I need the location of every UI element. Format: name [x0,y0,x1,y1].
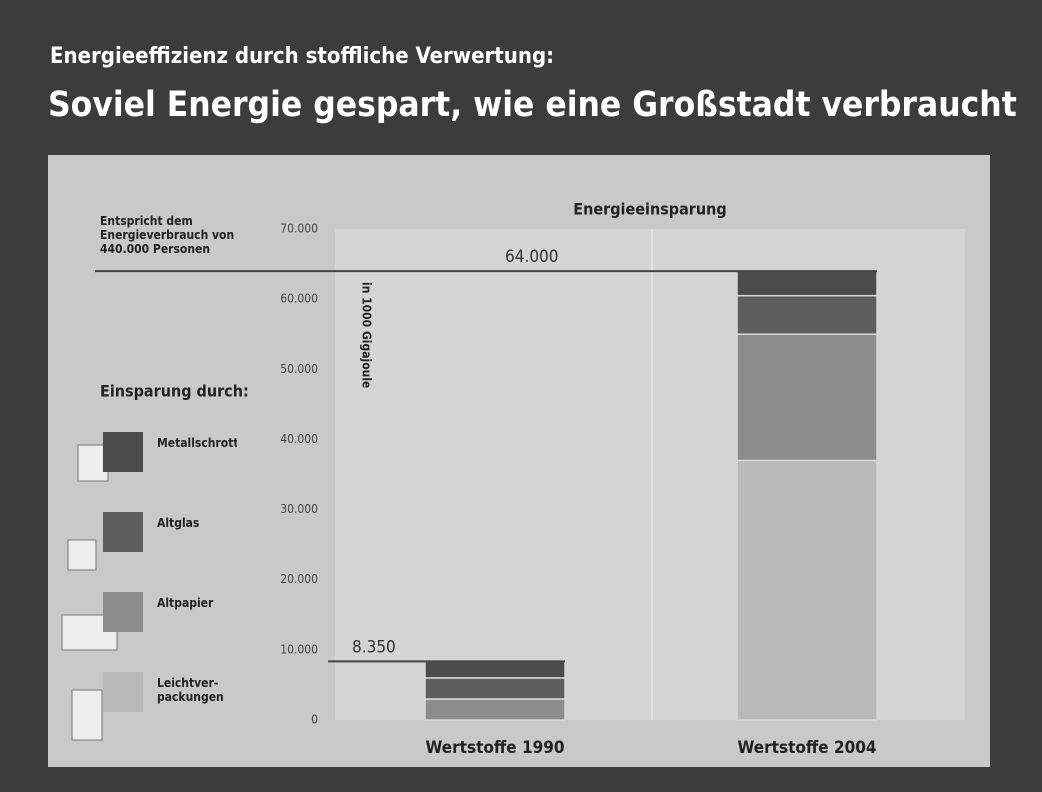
supertitle: Energieeffizienz durch stoffliche Verwer… [50,44,554,69]
legend-swatch [103,592,143,632]
bar-segment [736,333,878,462]
legend-swatch [103,432,143,472]
bar-segment [424,698,566,721]
bar-segment [736,294,878,335]
legend-label: Leichtver-packungen [157,676,224,704]
y-tick-label: 30.000 [280,502,318,516]
bar-segment [424,660,566,679]
bar-segment [736,270,878,297]
x-tick-label: Wertstoffe 1990 [425,738,564,758]
x-tick-label: Wertstoffe 2004 [737,738,876,758]
y-tick-label: 0 [311,713,318,727]
legend-title: Einsparung durch: [100,382,249,401]
y-tick-label: 10.000 [280,642,318,656]
total-label: 8.350 [352,637,396,657]
total-label: 64.000 [505,247,559,267]
legend-label-box: Altglas [157,516,200,530]
legend-label-box: Metallschrott [157,436,237,450]
y-tick-label: 60.000 [280,292,318,306]
annotation-box: Entspricht dem Energieverbrauch von 440.… [100,214,235,256]
bar-segment [424,677,566,700]
chart-title: Soviel Energie gespart, wie eine Großsta… [48,85,1017,125]
legend-label: Altglas [157,516,200,530]
legend-label-box: Leichtver-packungen [157,676,224,704]
legend-label-box: Altpapier [157,596,214,610]
subtitle: Energieeinsparung [573,200,726,219]
legend-swatch [103,672,143,712]
y-axis-label: in 1000 Gigajoule [360,282,374,388]
y-tick-label: 50.000 [280,362,318,376]
legend-label: Altpapier [157,596,214,610]
y-tick-label: 70.000 [280,222,318,236]
bar-segment [736,459,878,721]
annotation: Entspricht dem Energieverbrauch von 440.… [100,214,235,256]
legend-label: Metallschrott [157,436,237,450]
y-tick-label: 40.000 [280,432,318,446]
legend-swatch [103,512,143,552]
y-tick-label: 20.000 [280,572,318,586]
